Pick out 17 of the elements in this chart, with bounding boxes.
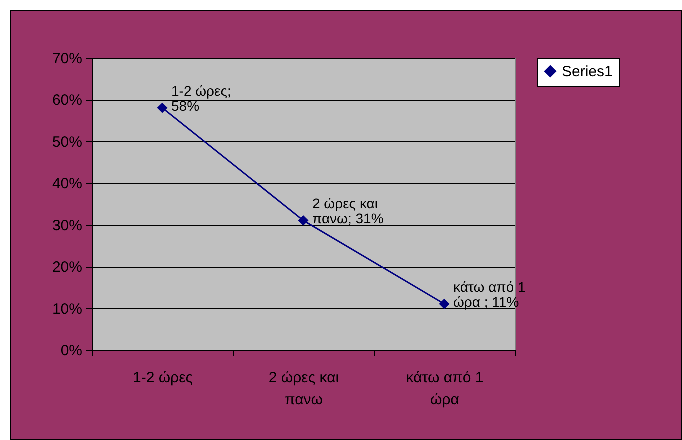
legend-label: Series1 [562, 64, 613, 80]
data-label: 2 ώρες και πανω; 31% [312, 196, 384, 227]
data-label: 1-2 ώρες; 58% [172, 83, 232, 114]
point [157, 102, 168, 114]
y-tick-label: 20% [52, 259, 82, 276]
y-tick-label: 50% [52, 134, 82, 151]
y-tick-label: 10% [52, 300, 82, 318]
point [298, 215, 309, 226]
x-tick-label: 2 ώρες και πανω [268, 370, 340, 408]
x-tick-label: κάτω από 1 ώρα [406, 370, 484, 408]
y-tick-label: 60% [52, 92, 82, 110]
y-tick-label: 40% [52, 176, 82, 193]
y-tick-label: 70% [52, 50, 82, 68]
point [439, 298, 450, 310]
y-tick-label: 30% [52, 217, 82, 234]
y-tick-label: 0% [60, 342, 82, 360]
x-tick-label: 1-2 ώρες [132, 370, 194, 386]
